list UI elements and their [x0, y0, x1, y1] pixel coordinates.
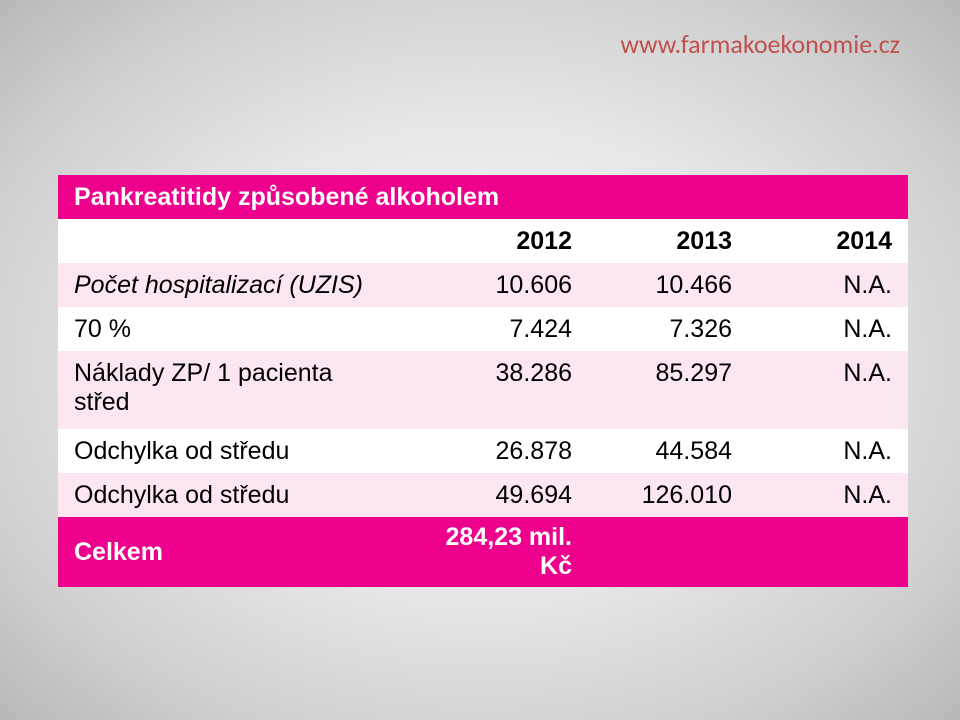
empty-cell	[58, 219, 410, 263]
year-2012: 2012	[410, 219, 588, 263]
table-row: Odchylka od středu 26.878 44.584 N.A.	[58, 429, 908, 473]
row-label: Náklady ZP/ 1 pacienta střed	[58, 351, 410, 429]
data-table: Pankreatitidy způsobené alkoholem 2012 2…	[58, 175, 908, 587]
cell-value: 44.584	[588, 429, 748, 473]
empty-cell	[588, 517, 748, 587]
cell-value: 7.424	[410, 307, 588, 351]
year-2013: 2013	[588, 219, 748, 263]
cell-value: N.A.	[748, 351, 908, 429]
row-label: 70 %	[58, 307, 410, 351]
table-row: Náklady ZP/ 1 pacienta střed 38.286 85.2…	[58, 351, 908, 429]
watermark-url: www.farmakoekonomie.cz	[620, 28, 900, 60]
table-row: 70 % 7.424 7.326 N.A.	[58, 307, 908, 351]
cell-value: 7.326	[588, 307, 748, 351]
cell-value: N.A.	[748, 429, 908, 473]
year-2014: 2014	[748, 219, 908, 263]
row-label: Odchylka od středu	[58, 429, 410, 473]
cell-value: 38.286	[410, 351, 588, 429]
row-label: Počet hospitalizací (UZIS)	[58, 263, 410, 307]
cell-value: N.A.	[748, 307, 908, 351]
cell-value: N.A.	[748, 263, 908, 307]
total-value: 284,23 mil. Kč	[410, 517, 588, 587]
row-label: Odchylka od středu	[58, 473, 410, 517]
cell-value: 85.297	[588, 351, 748, 429]
table-title-row: Pankreatitidy způsobené alkoholem	[58, 175, 908, 219]
table-total-row: Celkem 284,23 mil. Kč	[58, 517, 908, 587]
cell-value: 10.466	[588, 263, 748, 307]
cell-value: 26.878	[410, 429, 588, 473]
table-title: Pankreatitidy způsobené alkoholem	[58, 175, 908, 219]
table-row: Počet hospitalizací (UZIS) 10.606 10.466…	[58, 263, 908, 307]
cell-value: 10.606	[410, 263, 588, 307]
data-table-container: Pankreatitidy způsobené alkoholem 2012 2…	[58, 175, 908, 587]
total-label: Celkem	[58, 517, 410, 587]
cell-value: 49.694	[410, 473, 588, 517]
empty-cell	[748, 517, 908, 587]
cell-value: 126.010	[588, 473, 748, 517]
table-year-row: 2012 2013 2014	[58, 219, 908, 263]
table-row: Odchylka od středu 49.694 126.010 N.A.	[58, 473, 908, 517]
cell-value: N.A.	[748, 473, 908, 517]
